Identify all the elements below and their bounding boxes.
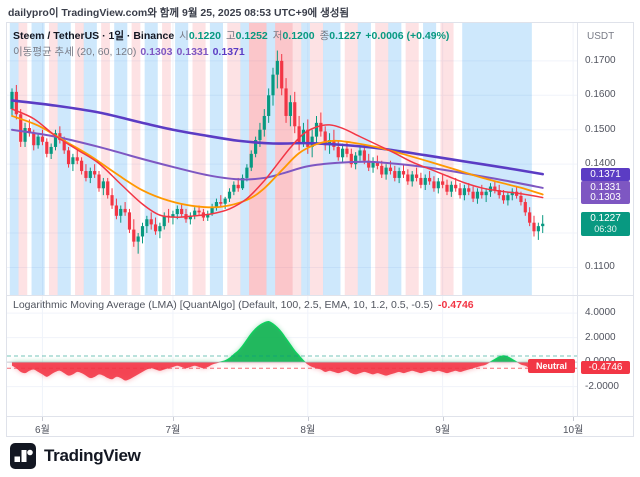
indicator-axis-label: 4.0000 — [585, 307, 616, 319]
time-axis-label: 9월 — [435, 425, 451, 436]
time-axis-label: 6월 — [35, 425, 50, 436]
snapshot-attribution: dailypro이 TradingView.com와 함께 9월 25, 202… — [8, 7, 350, 19]
bar-countdown: 06:30 — [594, 223, 617, 234]
trend-bands-layer — [9, 23, 532, 295]
time-axis-tick — [573, 417, 575, 421]
ohlc-open-value: 0.1220 — [188, 30, 221, 42]
time-axis-tick — [172, 417, 174, 421]
indicator-axis-label: 2.0000 — [585, 331, 616, 343]
price-chart-canvas[interactable] — [7, 23, 577, 295]
neutral-state-tag: Neutral — [527, 358, 575, 373]
ma-value-0: 0.1303 — [140, 46, 173, 58]
indicator-grid-layer — [7, 296, 577, 416]
indicator-value: -0.4746 — [438, 299, 474, 311]
ma-value-1: 0.1331 — [176, 46, 209, 58]
ohlc-close-label: 종 — [319, 30, 330, 42]
tradingview-logo[interactable]: TradingView — [10, 443, 141, 469]
ma-value-2: 0.1371 — [212, 46, 245, 58]
tradingview-logo-icon — [10, 443, 36, 469]
chart-widget: Steem / TetherUS · 1일 · Binance 시0.1220 고0… — [6, 22, 634, 437]
time-axis-label: 10월 — [562, 425, 584, 436]
time-axis-tick — [42, 417, 44, 421]
ma-price-badge: 0.1371 — [581, 167, 630, 181]
time-axis[interactable]: 6월 7월 8월 9월 10월 — [7, 416, 633, 436]
pane-separator[interactable] — [7, 295, 633, 296]
ohlc-values: 시0.1220 고0.1252 저0.1200 종0.1227 — [174, 30, 361, 42]
tradingview-logo-text: TradingView — [44, 446, 141, 465]
time-axis-tick — [307, 417, 309, 421]
indicator-pane[interactable]: Logarithmic Moving Average (LMA) [QuantA… — [7, 296, 577, 416]
ohlc-high-label: 고 — [225, 30, 236, 42]
last-price-value: 0.1227 — [590, 212, 621, 224]
ma-legend-label: 이동평균 추세 (20, 60, 120) — [13, 46, 137, 58]
ohlc-close-value: 0.1227 — [329, 30, 362, 42]
chart-legend: Steem / TetherUS · 1일 · Binance 시0.1220 고0… — [13, 28, 449, 60]
price-pane[interactable]: Steem / TetherUS · 1일 · Binance 시0.1220 고0… — [7, 23, 577, 295]
time-axis-label: 7월 — [165, 425, 181, 436]
ohlc-low-label: 저 — [272, 30, 283, 42]
moving-average-lines-layer — [10, 99, 544, 218]
price-change: +0.0006 (+0.49%) — [365, 30, 450, 42]
time-axis-tick — [442, 417, 444, 421]
ma-legend-values: 0.1303 0.1331 0.1371 — [136, 46, 244, 58]
price-axis-label: 0.1500 — [585, 123, 616, 135]
indicator-canvas[interactable] — [7, 296, 577, 416]
price-axis-label: 0.1400 — [585, 158, 616, 170]
price-axis-label: 0.1100 — [585, 261, 615, 273]
candles-layer — [10, 50, 545, 254]
ohlc-high-value: 0.1252 — [235, 30, 268, 42]
oscillator-layer — [7, 320, 577, 381]
symbol-title[interactable]: Steem / TetherUS · 1일 · Binance — [13, 30, 175, 42]
indicator-axis-label: -2.0000 — [585, 380, 619, 392]
ohlc-low-value: 0.1200 — [282, 30, 315, 42]
indicator-value-badge: -0.4746 — [581, 360, 630, 374]
price-axis-label: 0.1700 — [585, 54, 616, 66]
price-axis[interactable]: USDT 0.1700 0.1600 0.1500 0.1400 0.1100 0.137… — [577, 23, 633, 416]
ma-price-badge: 0.1303 — [581, 191, 630, 205]
ohlc-open-label: 시 — [179, 30, 189, 42]
indicator-title: Logarithmic Moving Average (LMA) [QuantA… — [13, 299, 434, 311]
symbol-legend-row[interactable]: Steem / TetherUS · 1일 · Binance 시0.1220 고0… — [13, 28, 449, 44]
ma-legend-row[interactable]: 이동평균 추세 (20, 60, 120) 0.1303 0.1331 0.1371 — [13, 44, 449, 60]
price-axis-label: 0.1600 — [585, 89, 616, 101]
last-price-badge: 0.1227 06:30 — [581, 211, 630, 236]
indicator-legend[interactable]: Logarithmic Moving Average (LMA) [QuantA… — [13, 299, 474, 311]
time-axis-label: 8월 — [300, 425, 316, 436]
axis-currency-label: USDT — [587, 31, 615, 42]
